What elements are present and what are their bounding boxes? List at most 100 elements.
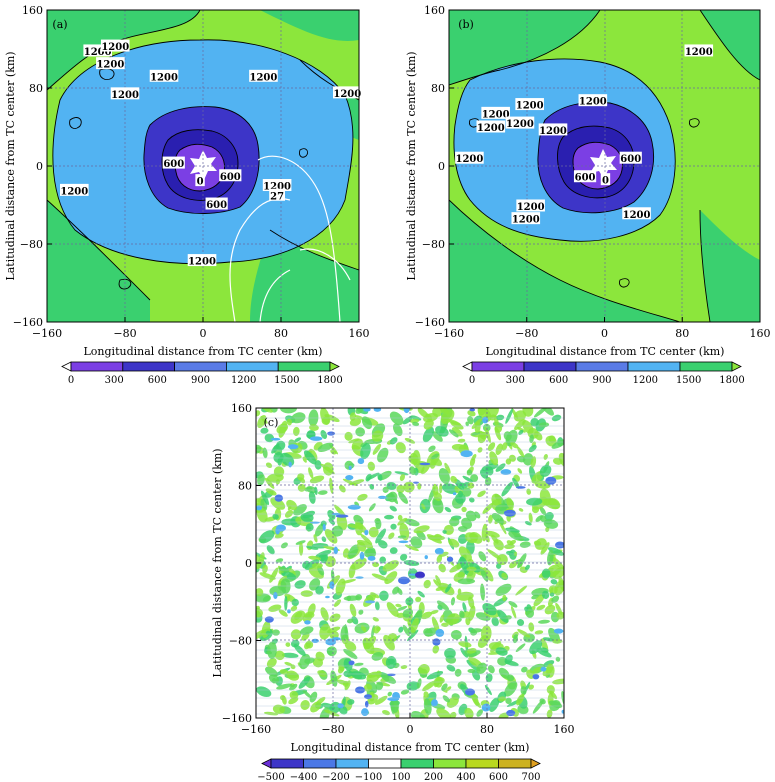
- speckle-positive: [442, 695, 451, 703]
- speckle-positive: [347, 524, 363, 529]
- panel-b-colorbar: 0 300 600 900 1200 1500 1800: [462, 361, 745, 386]
- speckle-positive: [539, 506, 547, 516]
- speckle-positive: [278, 609, 288, 617]
- speckle-positive: [457, 438, 466, 443]
- speckle-positive: [256, 507, 268, 523]
- colorbar-tick-label: 0: [469, 375, 475, 386]
- speckle-positive: [268, 674, 279, 684]
- speckle-positive: [399, 473, 405, 481]
- speckle-positive: [375, 681, 384, 691]
- speckle-positive: [380, 673, 397, 684]
- speckle-positive: [260, 427, 269, 434]
- contour-label: 1200: [188, 257, 216, 268]
- speckle-positive: [402, 624, 410, 637]
- speckle-positive: [506, 497, 514, 510]
- speckle-positive: [512, 636, 519, 644]
- speckle-positive: [430, 609, 439, 615]
- speckle-positive: [477, 408, 487, 416]
- speckle-positive: [285, 642, 291, 647]
- speckle-positive: [329, 477, 334, 494]
- speckle-negative: [363, 408, 371, 412]
- y-tick-label: 80: [431, 82, 445, 95]
- speckle-positive: [480, 625, 492, 642]
- speckle-positive: [309, 691, 318, 703]
- speckle-positive: [369, 483, 375, 490]
- speckle-positive: [329, 613, 341, 623]
- speckle-positive: [469, 456, 476, 467]
- speckle-positive: [328, 518, 336, 525]
- colorbar-tick-label: 100: [391, 772, 410, 782]
- speckle-positive: [379, 556, 386, 564]
- x-tick-label: −80: [113, 327, 136, 340]
- speckle-positive: [550, 579, 558, 585]
- speckle-positive: [498, 712, 509, 718]
- speckle-negative: [270, 437, 281, 441]
- speckle-positive: [467, 668, 476, 673]
- speckle-positive: [526, 497, 543, 506]
- speckle-positive: [495, 463, 506, 472]
- speckle-positive: [389, 411, 404, 426]
- speckle-positive: [543, 660, 555, 668]
- speckle-positive: [462, 487, 472, 497]
- speckle-positive: [428, 445, 436, 452]
- contour-label-bg: [262, 179, 292, 191]
- panel-b-eye: [590, 149, 617, 179]
- speckle-positive: [458, 490, 463, 498]
- speckle-strong-negative: [415, 571, 425, 579]
- speckle-positive: [348, 544, 359, 559]
- contour-label: 0: [602, 176, 609, 187]
- colorbar-box: [498, 758, 532, 769]
- speckle-positive: [290, 629, 302, 640]
- contour-label-bg: [162, 156, 185, 169]
- speckle-positive: [374, 601, 380, 611]
- panel-a-x-axis-label: Longitudinal distance from TC center (km…: [84, 345, 323, 358]
- speckle-positive: [300, 512, 314, 523]
- speckle-negative: [398, 540, 409, 544]
- speckle-positive: [497, 656, 508, 666]
- speckle-negative: [364, 694, 372, 700]
- speckle-positive: [299, 626, 314, 635]
- speckle-positive: [397, 514, 403, 521]
- panel-b-y-ticks: 160 80 0 −80 −160: [415, 4, 454, 329]
- speckle-positive: [404, 518, 420, 527]
- x-tick-label: 80: [480, 723, 494, 736]
- panel-c-colorbar: −500 −400 −200 −100 100 200 400 600 700: [257, 758, 541, 782]
- speckle-positive: [272, 629, 280, 636]
- speckle-positive: [477, 432, 487, 444]
- contour-label: 1200: [150, 72, 178, 83]
- speckle-positive: [363, 635, 377, 650]
- speckle-positive: [504, 654, 513, 665]
- contour-label: 1200: [455, 154, 483, 165]
- speckle-positive: [514, 419, 526, 431]
- speckle-positive: [545, 435, 557, 447]
- speckle-positive: [371, 652, 384, 661]
- speckle-positive: [256, 410, 261, 417]
- colorbar-tick-label: 0: [68, 375, 74, 386]
- speckle-positive: [517, 553, 527, 569]
- speckle-positive: [467, 648, 477, 654]
- y-tick-label: −160: [13, 316, 43, 329]
- speckle-negative: [357, 458, 365, 465]
- speckle-positive: [384, 571, 398, 585]
- speckle-positive: [529, 434, 534, 444]
- contour-label-bg: [96, 57, 125, 70]
- speckle-positive: [400, 553, 408, 561]
- speckle-positive: [512, 477, 520, 489]
- speckle-positive: [474, 421, 481, 433]
- speckle-positive: [484, 477, 492, 486]
- speckle-positive: [423, 628, 433, 637]
- speckle-positive: [517, 468, 523, 474]
- speckle-positive: [534, 431, 543, 441]
- speckle-positive: [448, 429, 459, 438]
- speckle-positive: [311, 562, 323, 569]
- speckle-positive: [444, 507, 452, 513]
- x-tick-label: −160: [32, 327, 62, 340]
- contour-label: 600: [206, 200, 227, 211]
- x-tick-label: 0: [407, 723, 414, 736]
- speckle-negative: [446, 556, 454, 563]
- speckle-positive: [494, 424, 503, 433]
- x-tick-label: 80: [274, 327, 288, 340]
- speckle-negative: [309, 436, 323, 441]
- speckle-positive: [513, 410, 527, 422]
- speckle-positive: [272, 704, 285, 715]
